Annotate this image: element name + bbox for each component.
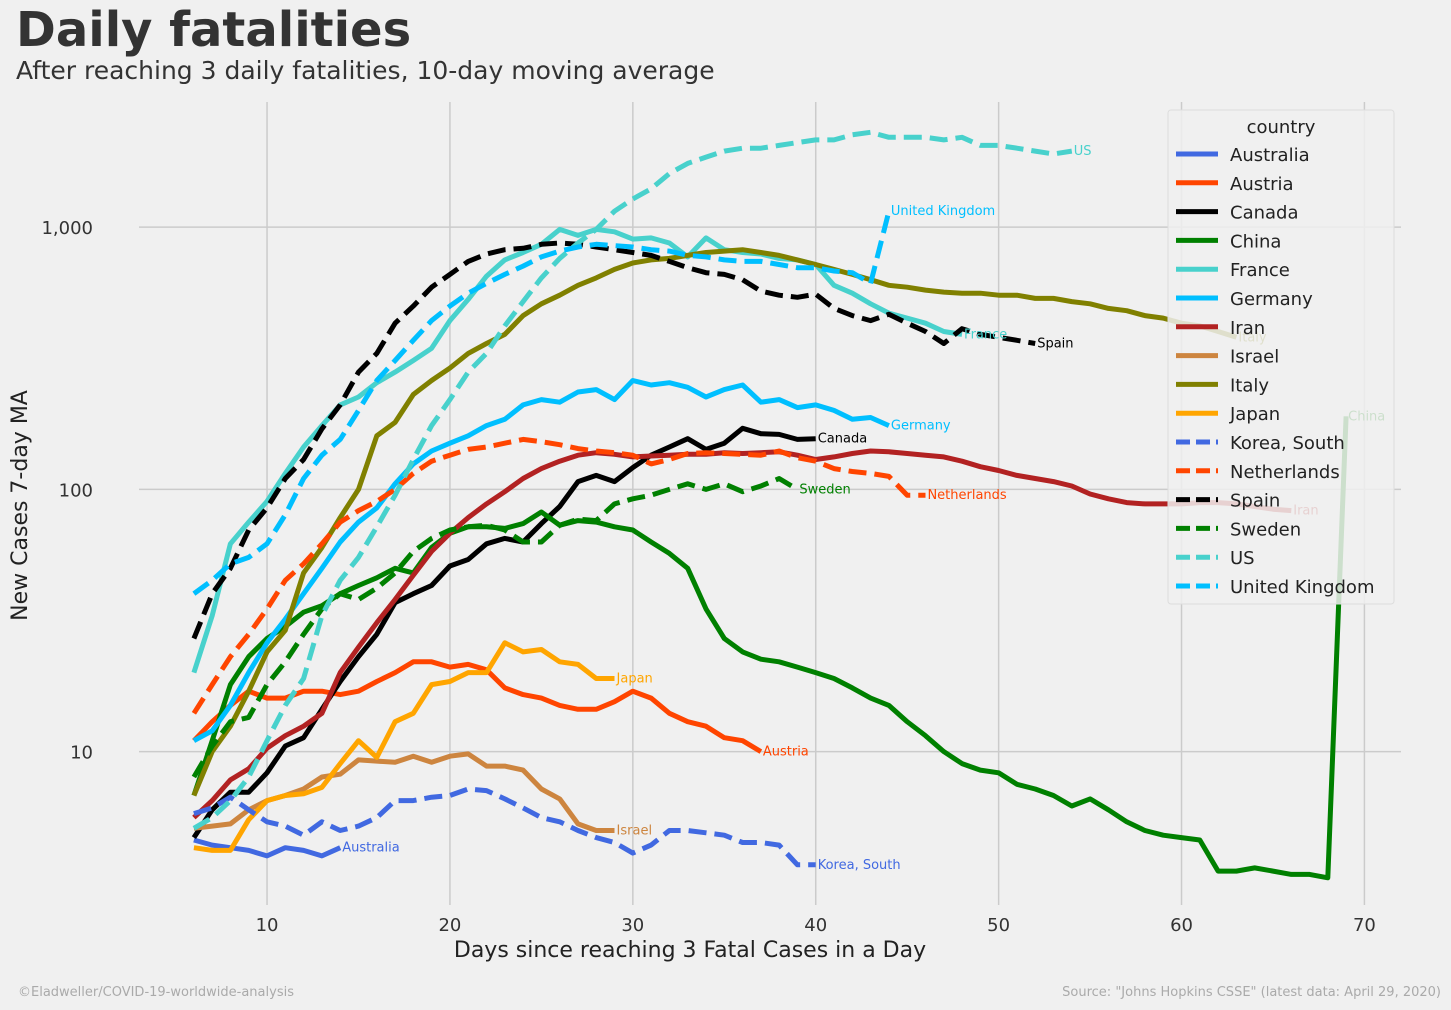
series-line-spain <box>191 240 1036 640</box>
x-tick-label: 40 <box>804 915 827 936</box>
legend-entry-label: Sweden <box>1230 519 1301 540</box>
x-tick-label: 10 <box>256 915 279 936</box>
series-line-iran <box>192 448 1292 820</box>
series-end-label-austria: Austria <box>763 745 809 760</box>
series-end-label-spain: Spain <box>1037 336 1073 351</box>
legend-entry-label: Italy <box>1230 375 1269 396</box>
series-end-label-united-kingdom: United Kingdom <box>891 204 995 219</box>
x-tick-label: 60 <box>1170 915 1193 936</box>
legend-title: country <box>1247 117 1316 138</box>
legend-entry-label: Korea, South <box>1230 433 1345 454</box>
series-line-us <box>192 129 1073 831</box>
x-tick-label: 30 <box>621 915 644 936</box>
y-tick-label: 10 <box>70 743 93 764</box>
series-line-canada <box>191 425 816 839</box>
legend-entry-label: Japan <box>1229 404 1280 425</box>
x-tick-label: 20 <box>438 915 461 936</box>
series-end-label-netherlands: Netherlands <box>927 488 1006 503</box>
y-tick-label: 100 <box>59 480 93 501</box>
legend-entry-label: Germany <box>1230 289 1313 310</box>
series-line-korea-south <box>193 786 816 868</box>
series-layer <box>191 129 1349 881</box>
legend-entry-label: Austria <box>1230 174 1294 195</box>
legend-box <box>1167 109 1395 605</box>
legend-entry-label: United Kingdom <box>1230 577 1374 598</box>
x-tick-label: 50 <box>987 915 1010 936</box>
legend-entry-label: Spain <box>1230 491 1280 512</box>
legend-entry-label: Israel <box>1230 347 1279 368</box>
series-end-label-sweden: Sweden <box>799 482 850 497</box>
series-line-italy <box>191 247 1238 797</box>
page-title: Daily fatalities <box>16 2 412 58</box>
series-end-label-canada: Canada <box>818 432 867 447</box>
x-tick-label: 70 <box>1353 915 1376 936</box>
series-end-label-germany: Germany <box>891 419 951 434</box>
legend-entry-label: Iran <box>1230 318 1265 339</box>
series-line-united-kingdom <box>192 210 892 596</box>
series-end-label-korea-south: Korea, South <box>818 858 901 873</box>
source-text: Source: "Johns Hopkins CSSE" (latest dat… <box>1062 985 1441 1000</box>
axis-layer: 10 20 30 40 50 60 70 10 100 1,000 Days since reach… <box>8 218 1376 963</box>
legend-entry-label: France <box>1230 260 1290 281</box>
legend-entry-label: US <box>1230 548 1255 569</box>
credit-text: ©Eladweller/COVID-19-worldwide-analysis <box>18 985 294 1000</box>
series-end-label-us: US <box>1074 144 1092 159</box>
page-subtitle: After reaching 3 daily fatalities, 10-da… <box>16 56 715 85</box>
x-axis-label: Days since reaching 3 Fatal Cases in a D… <box>454 938 926 963</box>
y-axis-label: New Cases 7-day MA <box>8 390 33 621</box>
series-line-sweden <box>191 476 799 779</box>
series-line-germany <box>192 378 890 743</box>
series-line-japan <box>193 640 615 853</box>
series-end-label-japan: Japan <box>616 671 653 686</box>
series-end-label-australia: Australia <box>342 841 400 856</box>
series-label-layer: Australia Austria Canada China France Germany… <box>342 144 1385 873</box>
series-line-australia <box>193 837 342 859</box>
legend-entry-label: Canada <box>1230 203 1299 224</box>
series-end-label-france: France <box>964 327 1007 342</box>
legend-entry-label: Australia <box>1230 145 1310 166</box>
series-line-netherlands <box>191 436 926 715</box>
series-end-label-israel: Israel <box>617 824 653 839</box>
y-tick-label: 1,000 <box>41 218 93 239</box>
legend: country Australia Austria Canada China France… <box>1167 109 1395 605</box>
series-line-china <box>191 416 1349 881</box>
legend-entry-label: Netherlands <box>1230 462 1340 483</box>
legend-entry-label: China <box>1230 231 1281 252</box>
